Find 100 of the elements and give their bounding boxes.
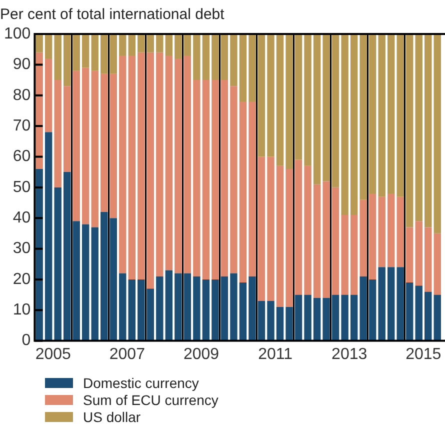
bar — [128, 55, 136, 280]
bar — [165, 34, 173, 56]
bar — [220, 80, 228, 276]
bar — [138, 279, 145, 341]
bar — [110, 74, 117, 218]
bar — [387, 194, 395, 268]
bar — [202, 279, 210, 341]
bar — [313, 34, 321, 184]
bar — [184, 55, 192, 274]
bar — [258, 34, 266, 157]
bar — [146, 52, 154, 289]
bar — [286, 34, 293, 169]
x-tick-label: 2011 — [258, 346, 293, 363]
bar — [434, 294, 441, 341]
bar — [44, 34, 52, 59]
y-tick-label: 50 — [12, 178, 31, 196]
bar — [63, 34, 71, 86]
bar — [313, 298, 321, 341]
bar — [193, 276, 200, 341]
bar — [294, 34, 302, 160]
bar — [322, 34, 330, 182]
legend-label: US dollar — [83, 408, 141, 424]
bar — [165, 270, 173, 341]
bar — [360, 276, 367, 341]
bar — [54, 34, 62, 80]
bar — [415, 34, 422, 222]
bar — [368, 34, 376, 194]
bar — [387, 267, 395, 341]
bar — [239, 34, 247, 102]
x-tick-label: 2015 — [406, 346, 442, 363]
bar — [406, 227, 414, 283]
bar — [350, 294, 358, 341]
bar — [184, 273, 192, 341]
bar — [128, 279, 136, 341]
bar — [313, 184, 321, 298]
bar — [341, 215, 348, 295]
bar — [193, 34, 200, 80]
x-tick-label: 2007 — [109, 346, 146, 363]
bar — [286, 307, 293, 341]
bar — [220, 34, 228, 80]
bar — [276, 34, 284, 166]
bar — [36, 34, 43, 52]
bar — [36, 52, 43, 169]
bar — [406, 34, 414, 228]
bar — [304, 294, 312, 341]
bar — [424, 227, 432, 292]
bar — [396, 267, 404, 341]
bar — [378, 196, 386, 268]
x-tick-label: 2013 — [332, 346, 368, 363]
bar — [258, 156, 266, 301]
bar — [378, 34, 386, 197]
bar — [156, 276, 164, 341]
bar — [36, 168, 43, 341]
y-tick-label: 60 — [12, 148, 31, 166]
bar — [378, 267, 386, 341]
bar — [267, 156, 274, 301]
bar — [350, 34, 358, 216]
y-tick-label: 80 — [12, 86, 31, 104]
bar — [341, 294, 348, 341]
legend-label: Domestic currency — [83, 374, 199, 390]
bar — [119, 55, 126, 274]
bar — [332, 34, 340, 188]
bar — [82, 224, 90, 341]
bar — [415, 286, 422, 341]
bar — [156, 52, 164, 276]
bar — [212, 34, 219, 80]
bar — [360, 34, 367, 200]
bar — [72, 221, 80, 341]
bar — [119, 273, 126, 341]
bar — [434, 233, 441, 295]
bar — [174, 34, 182, 59]
bar — [100, 34, 108, 74]
legend-label: Sum of ECU currency — [83, 392, 218, 408]
y-tick-label: 40 — [12, 209, 31, 226]
bar — [82, 68, 90, 224]
bar — [239, 101, 247, 283]
bar — [184, 34, 192, 56]
bar — [72, 70, 80, 222]
bar — [138, 52, 145, 280]
bar — [100, 212, 108, 341]
bar — [248, 276, 256, 341]
bar — [322, 298, 330, 341]
bar — [156, 34, 164, 52]
bar — [72, 34, 80, 71]
bar — [174, 273, 182, 341]
bar — [220, 276, 228, 341]
bar — [239, 282, 247, 341]
bar — [424, 292, 432, 341]
bar — [63, 172, 71, 341]
bar — [322, 181, 330, 298]
bar — [267, 34, 274, 157]
bar — [230, 273, 238, 341]
bar — [128, 34, 136, 56]
bar — [341, 34, 348, 216]
bar — [360, 200, 367, 276]
bar — [258, 300, 266, 341]
bar — [406, 282, 414, 341]
y-tick-label: 90 — [12, 56, 31, 74]
x-tick-label: 2005 — [35, 346, 72, 363]
bar — [248, 34, 256, 102]
